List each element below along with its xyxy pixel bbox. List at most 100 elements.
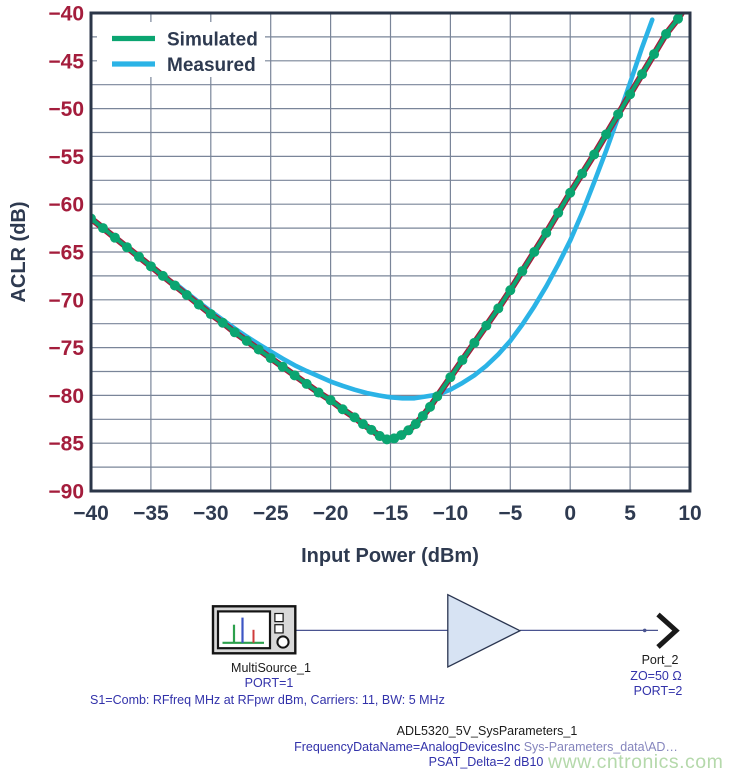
y-tick-label: −90	[48, 481, 84, 504]
simulated-marker	[432, 391, 443, 402]
legend-label-simulated: Simulated	[167, 30, 258, 51]
legend-label-measured: Measured	[167, 55, 256, 76]
simulated-marker	[229, 327, 240, 338]
series-layer	[91, 2, 690, 445]
simulated-marker	[217, 317, 228, 328]
simulated-marker	[457, 355, 468, 366]
port-z0-param: ZO=50 Ω	[630, 669, 682, 683]
simulated-marker	[403, 425, 414, 436]
simulated-marker	[169, 280, 180, 291]
x-tick-label: −5	[498, 502, 522, 525]
simulated-marker	[157, 270, 168, 281]
simulated-marker	[277, 361, 288, 372]
x-tick-label: −25	[253, 502, 289, 525]
simulated-marker	[265, 353, 276, 364]
port-icon	[656, 612, 680, 649]
wire-junction-dot	[642, 628, 647, 633]
simulated-marker	[505, 285, 516, 296]
amplifier-freq-param-main: FrequencyDataName=AnalogDevicesInc	[294, 739, 521, 754]
multisource-button-2	[274, 624, 284, 634]
x-tick-label: −30	[193, 502, 229, 525]
simulated-marker	[205, 309, 216, 320]
simulated-marker	[337, 404, 348, 415]
simulated-marker	[445, 372, 456, 383]
simulated-marker	[289, 370, 300, 381]
y-tick-label: −85	[48, 433, 84, 456]
simulated-marker	[613, 109, 624, 120]
simulated-marker	[481, 320, 492, 331]
simulated-marker	[145, 261, 156, 272]
tick-labels: −40 −35 −30 −25 −20 −15 −10 −5 0 5 10−90−85−80−75−…	[48, 3, 701, 526]
simulated-marker	[661, 29, 672, 40]
simulated-marker	[565, 187, 576, 198]
simulated-marker	[313, 387, 324, 398]
simulated-marker	[349, 412, 360, 423]
x-tick-label: −35	[133, 502, 169, 525]
multisource-knob	[276, 635, 290, 649]
simulated-marker	[325, 395, 336, 406]
simulated-marker	[193, 299, 204, 310]
amplifier-freq-param-tail: Sys-Parameters_data\AD…	[520, 739, 678, 754]
simulated-marker	[181, 290, 192, 301]
simulated-marker	[366, 424, 377, 435]
y-tick-label: −55	[48, 146, 84, 169]
y-tick-label: −50	[48, 98, 84, 121]
simulated-marker	[517, 266, 528, 277]
x-axis-title: Input Power (dBm)	[301, 545, 479, 567]
y-tick-label: −40	[48, 3, 84, 26]
simulated-marker	[301, 378, 312, 389]
port-title: Port_2	[641, 653, 679, 667]
x-tick-label: −10	[433, 502, 469, 525]
simulated-marker	[541, 227, 552, 238]
y-tick-label: −65	[48, 242, 84, 265]
multisource-title: MultiSource_1	[231, 660, 311, 675]
x-tick-label: −40	[73, 502, 109, 525]
simulated-marker	[133, 251, 144, 262]
simulated-marker	[417, 410, 428, 421]
simulated-marker	[680, 2, 690, 12]
simulated-marker	[649, 49, 660, 60]
multisource-button-1	[274, 612, 284, 623]
measured-curve	[172, 17, 655, 401]
plot-frame	[89, 11, 692, 493]
simulated-marker	[396, 430, 407, 441]
y-tick-label: −70	[48, 289, 84, 312]
legend-box	[97, 22, 265, 77]
amplifier-psat-param: PSAT_Delta=2 dB10	[428, 755, 544, 769]
simulated-marker	[553, 207, 564, 218]
schematic	[211, 593, 680, 669]
amplifier-title: ADL5320_5V_SysParameters_1	[396, 724, 578, 738]
simulated-marker	[493, 303, 504, 314]
simulated-marker	[625, 89, 636, 100]
simulated-markers	[91, 2, 690, 445]
simulated-marker	[121, 242, 132, 253]
amplifier-freq-param: FrequencyDataName=AnalogDevicesInc Sys-P…	[294, 739, 678, 755]
simulated-marker	[410, 419, 421, 430]
multisource-icon	[211, 605, 297, 655]
multisource-port-param: PORT=1	[244, 676, 294, 690]
simulated-marker	[109, 232, 120, 243]
y-tick-label: −80	[48, 385, 84, 408]
simulated-marker	[589, 149, 600, 160]
y-axis-title: ACLR (dB)	[8, 201, 30, 302]
simulated-marker	[469, 337, 480, 348]
grid-lines	[91, 13, 690, 491]
y-tick-label: −45	[48, 50, 84, 73]
simulated-marker	[241, 335, 252, 346]
simulated-marker	[601, 129, 612, 140]
x-tick-label: −15	[373, 502, 409, 525]
simulated-marker	[577, 168, 588, 179]
y-tick-label: −75	[48, 337, 84, 360]
simulated-marker	[425, 401, 436, 412]
watermark: www.cntronics.com	[548, 751, 724, 773]
simulated-marker	[637, 69, 648, 80]
x-tick-label: 5	[624, 502, 636, 525]
simulated-marker	[97, 223, 108, 234]
multisource-note: S1=Comb: RFfreq MHz at RFpwr dBm, Carrie…	[90, 693, 445, 707]
y-tick-label: −60	[48, 194, 84, 217]
x-tick-label: 10	[678, 502, 701, 525]
simulated-marker	[357, 419, 368, 430]
port-num-param: PORT=2	[633, 683, 683, 698]
